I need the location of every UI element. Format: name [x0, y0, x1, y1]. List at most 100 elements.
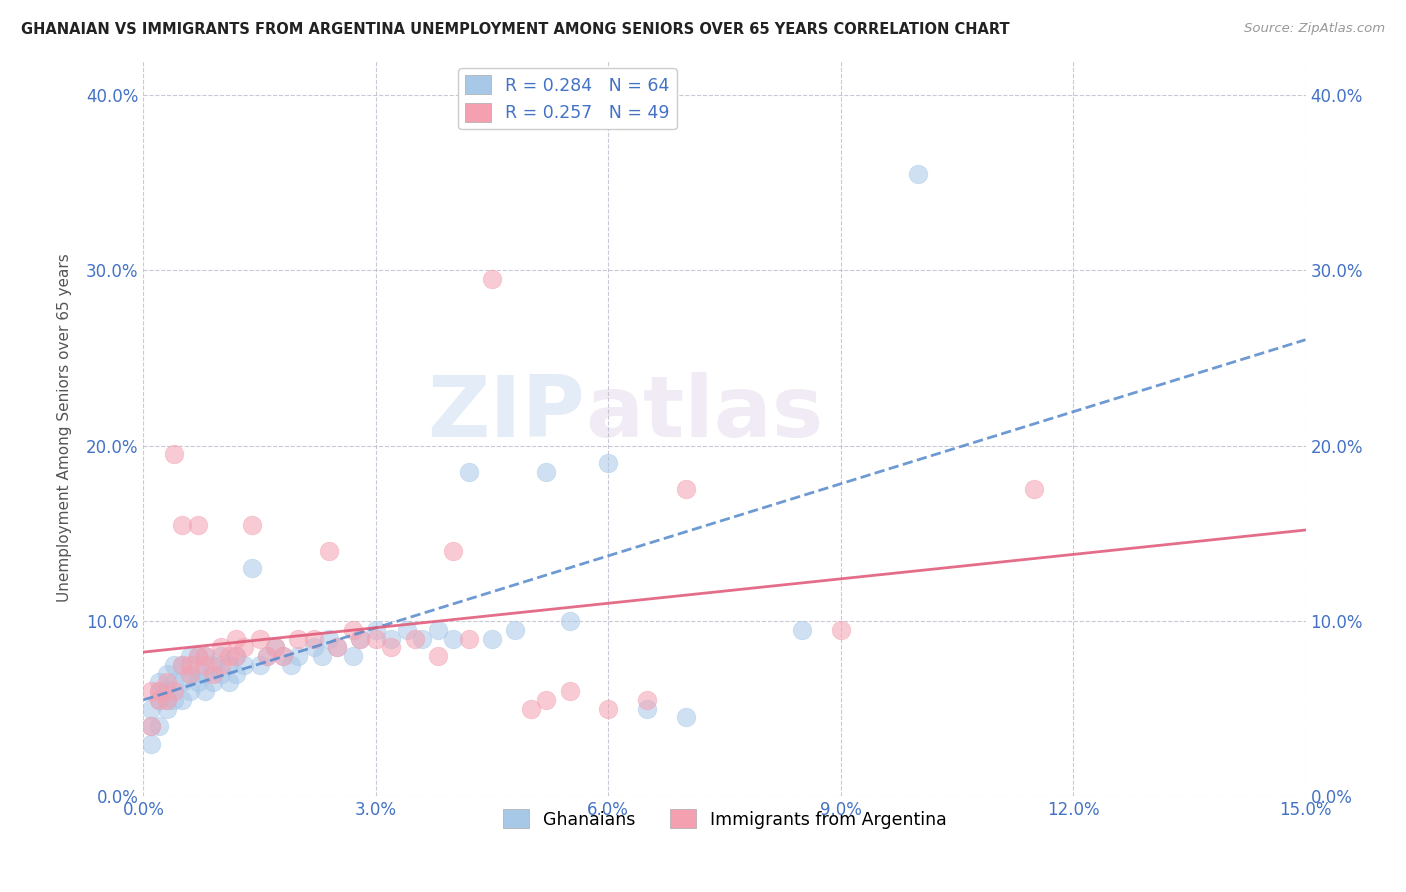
Point [342, 649, 364, 664]
Point [318, 632, 340, 646]
Point [256, 649, 278, 664]
Point [163, 684, 186, 698]
Point [148, 684, 170, 698]
Point [364, 632, 387, 646]
Text: atlas: atlas [585, 372, 824, 455]
Point [194, 657, 217, 672]
Point [172, 657, 194, 672]
Point [225, 632, 247, 646]
Point [163, 675, 186, 690]
Point [481, 632, 503, 646]
Point [194, 649, 217, 664]
Point [156, 666, 179, 681]
Point [558, 614, 581, 628]
Point [302, 640, 325, 655]
Point [148, 693, 170, 707]
Point [287, 649, 309, 664]
Point [156, 693, 179, 707]
Point [318, 544, 340, 558]
Text: ZIP: ZIP [427, 372, 585, 455]
Point [141, 737, 163, 751]
Point [163, 447, 186, 461]
Point [148, 684, 170, 698]
Point [830, 623, 852, 637]
Point [536, 465, 558, 479]
Point [179, 649, 201, 664]
Point [172, 517, 194, 532]
Point [675, 483, 697, 497]
Point [163, 657, 186, 672]
Point [163, 693, 186, 707]
Point [326, 640, 349, 655]
Text: GHANAIAN VS IMMIGRANTS FROM ARGENTINA UNEMPLOYMENT AMONG SENIORS OVER 65 YEARS C: GHANAIAN VS IMMIGRANTS FROM ARGENTINA UN… [21, 22, 1010, 37]
Point [598, 702, 620, 716]
Point [194, 666, 217, 681]
Point [225, 649, 247, 664]
Legend: Ghanaians, Immigrants from Argentina: Ghanaians, Immigrants from Argentina [496, 803, 953, 836]
Point [302, 632, 325, 646]
Point [240, 517, 263, 532]
Point [907, 167, 929, 181]
Point [256, 649, 278, 664]
Point [209, 649, 232, 664]
Point [209, 657, 232, 672]
Point [218, 649, 240, 664]
Point [179, 666, 201, 681]
Y-axis label: Unemployment Among Seniors over 65 years: Unemployment Among Seniors over 65 years [58, 253, 72, 602]
Point [148, 719, 170, 733]
Point [404, 632, 426, 646]
Point [598, 456, 620, 470]
Point [380, 640, 402, 655]
Point [349, 632, 371, 646]
Point [249, 632, 271, 646]
Point [675, 710, 697, 724]
Point [342, 623, 364, 637]
Point [141, 684, 163, 698]
Point [202, 675, 225, 690]
Point [790, 623, 813, 637]
Point [264, 640, 287, 655]
Point [141, 702, 163, 716]
Point [172, 657, 194, 672]
Point [271, 649, 294, 664]
Point [426, 623, 449, 637]
Point [179, 684, 201, 698]
Point [141, 719, 163, 733]
Point [202, 666, 225, 681]
Point [179, 666, 201, 681]
Point [148, 693, 170, 707]
Point [148, 675, 170, 690]
Point [326, 640, 349, 655]
Point [503, 623, 526, 637]
Point [156, 693, 179, 707]
Point [249, 657, 271, 672]
Point [264, 640, 287, 655]
Point [225, 649, 247, 664]
Point [636, 693, 658, 707]
Point [536, 693, 558, 707]
Point [156, 702, 179, 716]
Point [218, 675, 240, 690]
Point [457, 632, 479, 646]
Point [311, 649, 333, 664]
Point [233, 657, 256, 672]
Point [172, 675, 194, 690]
Point [233, 640, 256, 655]
Point [209, 640, 232, 655]
Point [426, 649, 449, 664]
Point [636, 702, 658, 716]
Point [441, 544, 464, 558]
Point [280, 657, 302, 672]
Point [364, 623, 387, 637]
Point [395, 623, 418, 637]
Point [349, 632, 371, 646]
Point [1024, 483, 1046, 497]
Point [218, 657, 240, 672]
Point [287, 632, 309, 646]
Point [209, 666, 232, 681]
Point [141, 719, 163, 733]
Point [380, 632, 402, 646]
Point [202, 657, 225, 672]
Point [156, 675, 179, 690]
Point [558, 684, 581, 698]
